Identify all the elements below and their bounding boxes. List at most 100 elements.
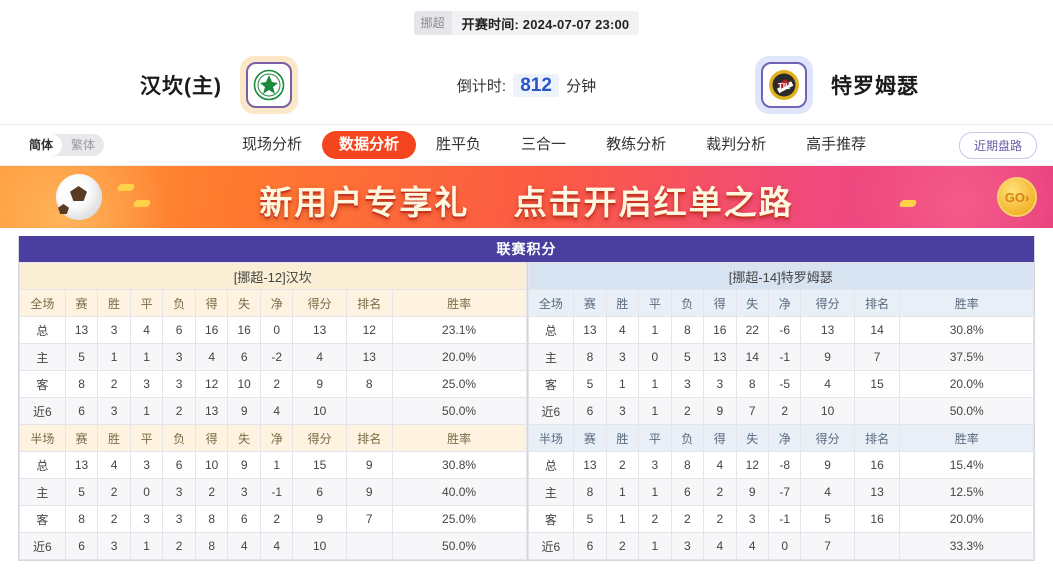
cell-gd: -2 [259,343,294,371]
col-goals-against: 失 [227,424,261,452]
cell-draw: 1 [638,370,672,398]
cell-rank: 13 [345,343,393,371]
cell-gf: 16 [194,316,229,344]
cell-gd: -5 [767,370,802,398]
cell-points: 9 [292,370,347,398]
cell-winrate: 50.0% [391,397,527,425]
cell-played: 6 [64,532,99,560]
promo-banner[interactable]: 新用户专享礼 点击开启红单之路 GO› [0,166,1053,228]
table-row: 近6 6 3 1 2 8 4 4 10 50.0% [19,532,527,560]
col-winrate: 胜率 [391,424,527,452]
cell-points: 4 [800,370,855,398]
cell-winrate: 40.0% [391,478,527,506]
banner-go-button[interactable]: GO› [997,177,1037,217]
language-toggle[interactable]: 简体 繁体 [20,134,105,156]
tab-coach-analysis[interactable]: 教练分析 [606,136,667,153]
cell-winrate: 30.8% [899,316,1034,344]
cell-gf: 2 [194,478,229,506]
col-lose: 负 [670,424,705,452]
cell-gf: 12 [194,370,229,398]
kickoff-text: 开赛时间: 2024-07-07 23:00 [452,14,630,33]
col-lose: 负 [162,424,196,452]
col-winrate: 胜率 [899,289,1034,317]
cell-played: 5 [573,370,607,398]
cell-gd: -1 [259,478,294,506]
table-row: 总 13 4 1 8 16 22 -6 13 14 30.8% [527,316,1034,344]
cell-ga: 12 [735,451,769,479]
cell-winrate: 15.4% [899,451,1034,479]
cell-ga: 9 [227,451,261,479]
lang-simplified[interactable]: 简体 [20,134,63,156]
col-scope: 全场 [19,289,66,317]
tab-live-analysis[interactable]: 现场分析 [242,136,303,153]
cell-lose: 3 [162,343,196,371]
tab-referee-analysis[interactable]: 裁判分析 [706,136,767,153]
cell-winrate: 12.5% [899,478,1034,506]
cell-gd: -1 [767,343,802,371]
cell-rank [345,397,393,425]
cell-draw: 1 [129,397,164,425]
col-win: 胜 [605,424,640,452]
cell-win: 1 [605,478,640,506]
home-stats-table: [挪超-12]汉坎 全场 赛 胜 平 负 得 失 净 得分 排名 胜 [19,262,527,560]
recent-odds-button[interactable]: 近期盘路 [958,131,1037,159]
home-fulltime-header-row: 全场 赛 胜 平 负 得 失 净 得分 排名 胜率 [19,289,527,317]
cell-win: 3 [605,397,640,425]
col-draw: 平 [638,424,672,452]
cell-ga: 10 [227,370,261,398]
col-winrate: 胜率 [899,424,1034,452]
tromso-crest-icon: TIL [761,62,807,108]
cell-rank: 8 [345,370,393,398]
cell-gf: 13 [194,397,229,425]
cell-lose: 8 [670,316,705,344]
away-team-header-label: [挪超-14]特罗姆瑟 [527,262,1034,290]
cell-win: 2 [605,532,640,560]
tab-win-draw-lose[interactable]: 胜平负 [436,136,482,153]
cell-played: 6 [573,532,607,560]
col-lose: 负 [670,289,705,317]
away-halftime-header-row: 半场 赛 胜 平 负 得 失 净 得分 排名 胜率 [527,424,1034,452]
teams-row: 汉坎(主) 倒计时: 812 分钟 TIL [0,46,1053,124]
table-row: 客 5 1 2 2 2 3 -1 5 16 20.0% [527,505,1034,533]
row-label: 客 [527,370,575,398]
home-team-name: 汉坎(主) [140,75,222,98]
tab-three-in-one[interactable]: 三合一 [521,136,567,153]
col-goals-against: 失 [735,289,769,317]
tab-expert-picks[interactable]: 高手推荐 [806,136,867,153]
cell-draw: 1 [129,343,164,371]
col-played: 赛 [64,424,99,452]
col-goals-for: 得 [194,424,229,452]
cell-draw: 0 [638,343,672,371]
away-team-name: 特罗姆瑟 [831,75,919,98]
home-team[interactable]: 汉坎(主) [140,46,298,124]
col-draw: 平 [129,289,164,317]
cell-rank: 12 [345,316,393,344]
cell-lose: 6 [162,451,196,479]
col-goals-for: 得 [703,289,737,317]
cell-played: 6 [573,397,607,425]
col-winrate: 胜率 [391,289,527,317]
cell-win: 3 [97,316,131,344]
countdown-label: 倒计时: [456,78,507,95]
table-row: 客 8 2 3 3 12 10 2 9 8 25.0% [19,370,527,398]
cell-points: 4 [292,343,347,371]
table-row: 客 5 1 1 3 3 8 -5 4 15 20.0% [527,370,1034,398]
cell-winrate: 20.0% [899,505,1034,533]
banner-text-right: 点击开启红单之路 [513,184,794,221]
table-row: 近6 6 3 1 2 13 9 4 10 50.0% [19,397,527,425]
cell-winrate: 20.0% [899,370,1034,398]
col-played: 赛 [573,289,607,317]
lang-traditional[interactable]: 繁体 [71,138,96,152]
cell-winrate: 20.0% [391,343,527,371]
tab-data-analysis[interactable]: 数据分析 [322,131,417,159]
cell-gd: 4 [259,532,294,560]
away-team[interactable]: TIL 特罗姆瑟 [755,46,919,124]
cell-lose: 2 [162,397,196,425]
cell-ga: 6 [227,343,261,371]
cell-lose: 3 [162,478,196,506]
panel-title: 联赛积分 [19,236,1034,262]
cell-win: 3 [97,532,131,560]
table-row: 总 13 2 3 8 4 12 -8 9 16 15.4% [527,451,1034,479]
cell-played: 13 [573,316,607,344]
col-played: 赛 [573,424,607,452]
